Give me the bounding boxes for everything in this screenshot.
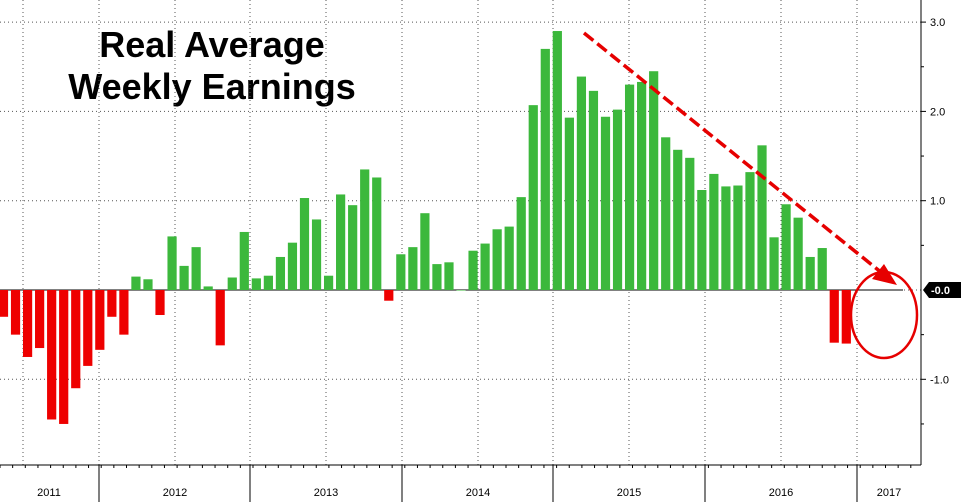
bar [733,185,743,290]
bar [47,290,57,420]
bar [649,71,659,290]
bar [552,31,562,291]
bar [420,213,430,290]
chart-title-line-2: Weekly Earnings [68,66,356,107]
bar [323,275,334,290]
bar [516,197,526,290]
x-tick-label: 2016 [769,487,793,499]
bar [191,247,201,290]
bar [119,290,129,335]
bar [384,290,394,301]
bar [829,290,839,343]
bar [468,250,478,290]
bar [167,236,177,290]
bar [540,48,550,290]
bar [83,290,93,366]
bar [360,169,370,290]
chart-title: Real Average Weekly Earnings [42,24,382,108]
bar [203,286,213,290]
x-tick-label: 2015 [617,487,641,499]
bar [456,290,466,291]
bar [661,137,671,290]
bar [576,76,587,290]
bar [227,277,237,290]
bar [444,262,454,290]
bar [59,290,69,424]
y-tick-label: 3.0 [930,17,945,29]
bar [287,242,298,290]
bar [600,116,611,291]
bar [480,243,490,290]
bar [492,229,502,290]
bar [637,81,647,290]
bar [275,256,286,290]
bar [588,90,599,291]
bar [408,247,418,290]
bar [396,254,406,290]
bar [697,189,707,290]
y-tick-label: 1.0 [930,196,945,208]
bar [263,275,273,290]
chart-title-line-1: Real Average [99,24,325,65]
bar [0,290,9,317]
y-tick-label: -1.0 [930,374,949,386]
bar [372,177,382,290]
bar [22,290,33,357]
bar [71,290,81,389]
bar [107,290,117,317]
current-value-marker [923,282,961,298]
highlight-circle [849,270,919,360]
x-tick-label: 2014 [466,487,490,499]
bar [143,279,153,290]
bar [348,205,358,290]
trend-arrow-line [582,31,884,275]
bar [781,204,791,290]
bar [709,173,719,290]
bar [155,290,165,316]
bar [793,217,803,290]
bar [564,117,574,290]
bar [432,264,442,290]
bar [685,157,695,290]
bar [311,219,322,290]
x-tick-label: 2011 [37,487,61,499]
current-value-label: -0.0 [931,285,950,297]
bar [215,290,225,346]
bar [805,256,815,290]
bar [179,265,189,290]
bar [504,226,514,290]
bar [757,145,767,290]
x-tick-label: 2013 [314,487,338,499]
bar [624,84,635,290]
bar [95,290,105,350]
bar [10,290,21,335]
bar [721,186,731,290]
bar [299,198,310,290]
x-tick-label: 2012 [163,487,187,499]
bar [239,231,249,290]
bar [745,172,755,290]
bar [35,290,45,349]
trend-arrow-head [872,264,897,285]
bar [131,276,141,290]
bar [251,278,261,290]
bar [673,149,683,290]
bar [336,194,346,290]
y-tick-label: 2.0 [930,106,945,118]
x-tick-label: 2017 [877,487,901,499]
bar [612,109,623,290]
bar [528,105,538,290]
bar [841,290,851,344]
bar [769,237,779,290]
bar [817,248,827,290]
